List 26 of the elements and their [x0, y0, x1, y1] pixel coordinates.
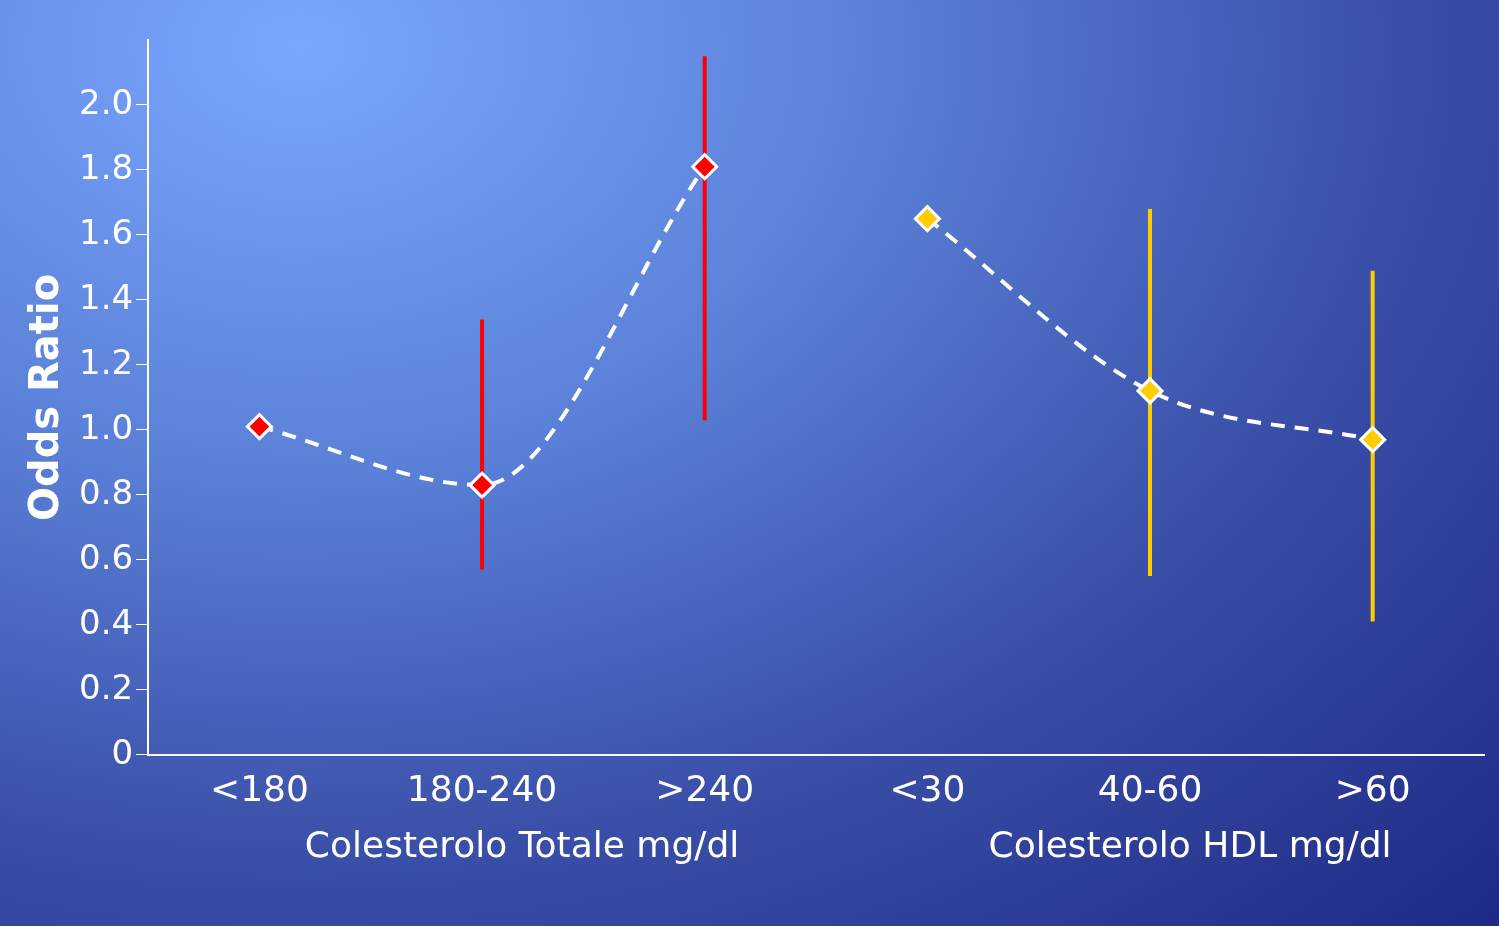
- y-tick-label: 0.4: [78, 601, 134, 642]
- text: Colesterolo HDL mg/dl: [988, 824, 1392, 866]
- point: [468, 471, 496, 499]
- y-tick-label: 1.2: [78, 341, 134, 382]
- x-tick-label: 40-60: [1097, 767, 1203, 809]
- point: [245, 413, 273, 441]
- x-tick-label: >60: [1334, 767, 1411, 809]
- point: [1359, 426, 1387, 454]
- y-tick-label: 0.8: [78, 471, 134, 512]
- x-tick-label: <30: [889, 767, 966, 809]
- y-tick-label: 1.0: [78, 406, 134, 447]
- y-tick-label: 0.6: [78, 536, 134, 577]
- x-tick-label: <180: [209, 767, 309, 809]
- y-tick-label: 0: [111, 731, 134, 772]
- y-tick-label: 2.0: [78, 81, 134, 122]
- point: [1136, 377, 1164, 405]
- x-axis-title: Colesterolo Totale mg/dl: [304, 824, 740, 866]
- y-tick-label: 1.6: [78, 211, 134, 252]
- point: [913, 205, 941, 233]
- y-tick-label: 0.2: [78, 666, 134, 707]
- y-tick-label: 1.4: [78, 276, 134, 317]
- x-tick-label: 180-240: [406, 767, 558, 809]
- y-tick-label: 1.8: [78, 146, 134, 187]
- x-tick-label: >240: [655, 767, 755, 809]
- y-axis-title: Odds Ratio: [21, 273, 68, 521]
- point: [691, 153, 719, 181]
